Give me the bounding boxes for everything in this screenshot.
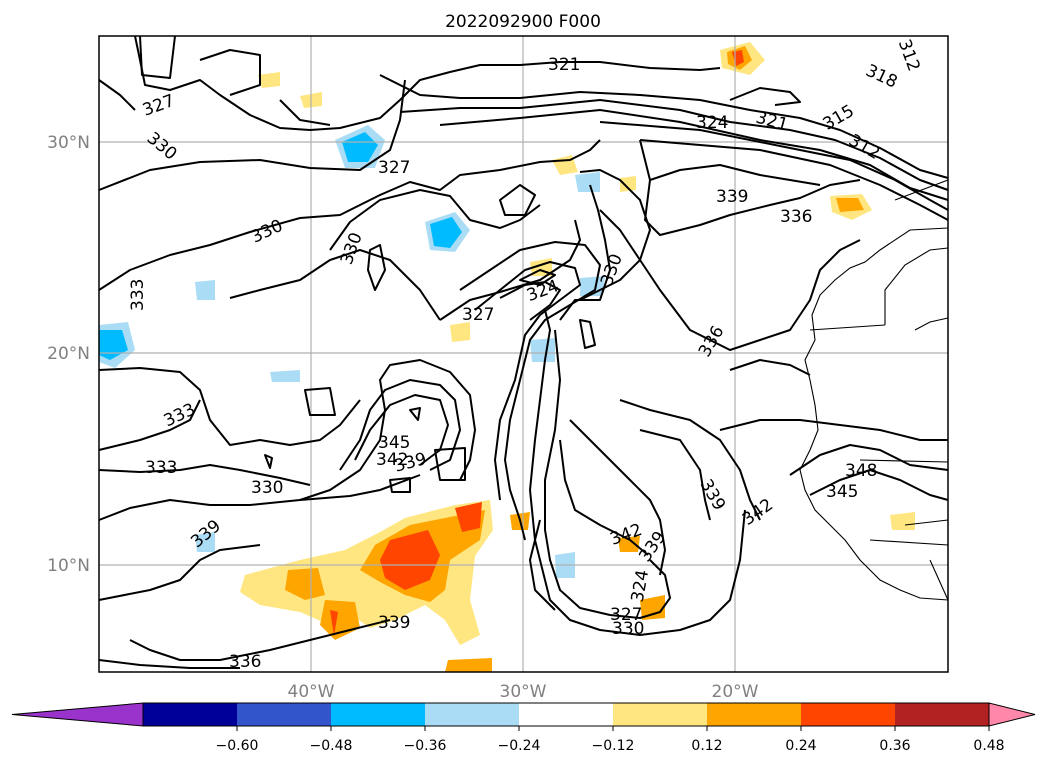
colorbar-tick-label: −0.24 <box>498 738 541 754</box>
contours <box>98 35 949 669</box>
contour-label: 321 <box>548 55 580 75</box>
longitude-labels: 40°W 30°W 20°W <box>288 682 759 702</box>
colorbar-segment <box>707 703 801 726</box>
colorbar-segment <box>425 703 519 726</box>
contour-label: 327 <box>462 305 494 325</box>
colorbar-tick-label: −0.36 <box>404 738 447 754</box>
map-title: 2022092900 F000 <box>445 12 601 32</box>
colorbar-tick-label: 0.36 <box>879 738 910 754</box>
contour-label: 327 <box>610 605 642 625</box>
graticule <box>99 36 948 672</box>
colorbar-extension-high <box>988 702 1036 727</box>
lon-label: 40°W <box>288 682 335 702</box>
colorbar-tick-label: 0.48 <box>973 738 1004 754</box>
colorbar-extension-low <box>11 702 144 727</box>
colorbar-tick-label: −0.48 <box>310 738 353 754</box>
coastlines <box>799 179 949 601</box>
colorbar-tick-label: 0.24 <box>785 738 816 754</box>
contour-label: 336 <box>780 207 812 227</box>
contour-label: 348 <box>845 461 877 481</box>
lat-label: 10°N <box>47 556 90 576</box>
colorbar-segment <box>331 703 425 726</box>
lat-label: 20°N <box>47 344 90 364</box>
colorbar-segment <box>801 703 895 726</box>
shaded-anomalies <box>99 42 915 672</box>
contour-label: 345 <box>378 433 410 453</box>
colorbar-segment <box>237 703 331 726</box>
colorbar-tick-label: 0.12 <box>691 738 722 754</box>
colorbar-segment <box>143 703 237 726</box>
colorbar-segment <box>613 703 707 726</box>
contour-label: 339 <box>716 187 748 207</box>
colorbar-segment <box>519 703 613 726</box>
colorbar: −0.60 −0.48 −0.36 −0.24 −0.12 0.12 0.24 0.36 0.4… <box>11 702 1036 754</box>
contour-label: 324 <box>696 113 728 133</box>
contour-label: 336 <box>229 652 261 672</box>
lat-label: 30°N <box>47 133 90 153</box>
colorbar-segment <box>895 703 989 726</box>
lon-label: 30°W <box>500 682 547 702</box>
map-frame <box>98 35 949 673</box>
contour-label: 330 <box>612 619 644 639</box>
colorbar-tick-label: −0.12 <box>592 738 635 754</box>
lon-label: 20°W <box>712 682 759 702</box>
contour-label: 333 <box>145 458 177 478</box>
colorbar-border <box>142 702 990 727</box>
contour-label: 345 <box>826 482 858 502</box>
contour-label: 342 <box>376 450 408 470</box>
contour-label: 327 <box>378 158 410 178</box>
latitude-labels: 30°N 20°N 10°N <box>47 133 90 576</box>
contour-label: 339 <box>378 613 410 633</box>
colorbar-tick-label: −0.60 <box>216 738 259 754</box>
contour-label: 333 <box>128 279 148 311</box>
contour-label: 330 <box>251 478 283 498</box>
